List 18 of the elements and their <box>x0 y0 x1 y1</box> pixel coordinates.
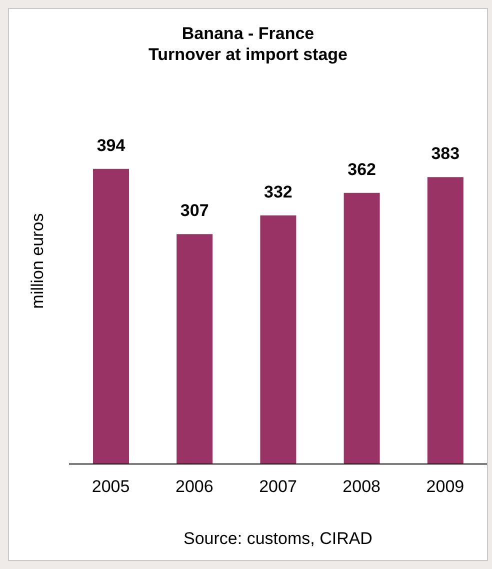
bar <box>427 177 464 464</box>
bar <box>176 234 213 464</box>
source-note: Source: customs, CIRAD <box>182 529 374 549</box>
y-axis-title: million euros <box>28 213 47 309</box>
bar <box>260 215 296 464</box>
x-tick-label: 2005 <box>92 477 130 496</box>
x-tick-label: 2007 <box>259 477 297 496</box>
data-label: 394 <box>96 136 126 155</box>
x-tick-label: 2006 <box>175 477 214 496</box>
x-tick-label: 2008 <box>342 477 381 496</box>
bar <box>344 192 380 464</box>
x-tick-label: 2009 <box>426 477 464 496</box>
chart-title: Banana - France Turnover at import stage <box>148 23 348 65</box>
data-label: 362 <box>348 160 376 179</box>
data-label: 383 <box>431 144 460 164</box>
data-label: 307 <box>180 201 209 220</box>
bar <box>93 168 129 464</box>
data-label: 332 <box>264 182 292 202</box>
